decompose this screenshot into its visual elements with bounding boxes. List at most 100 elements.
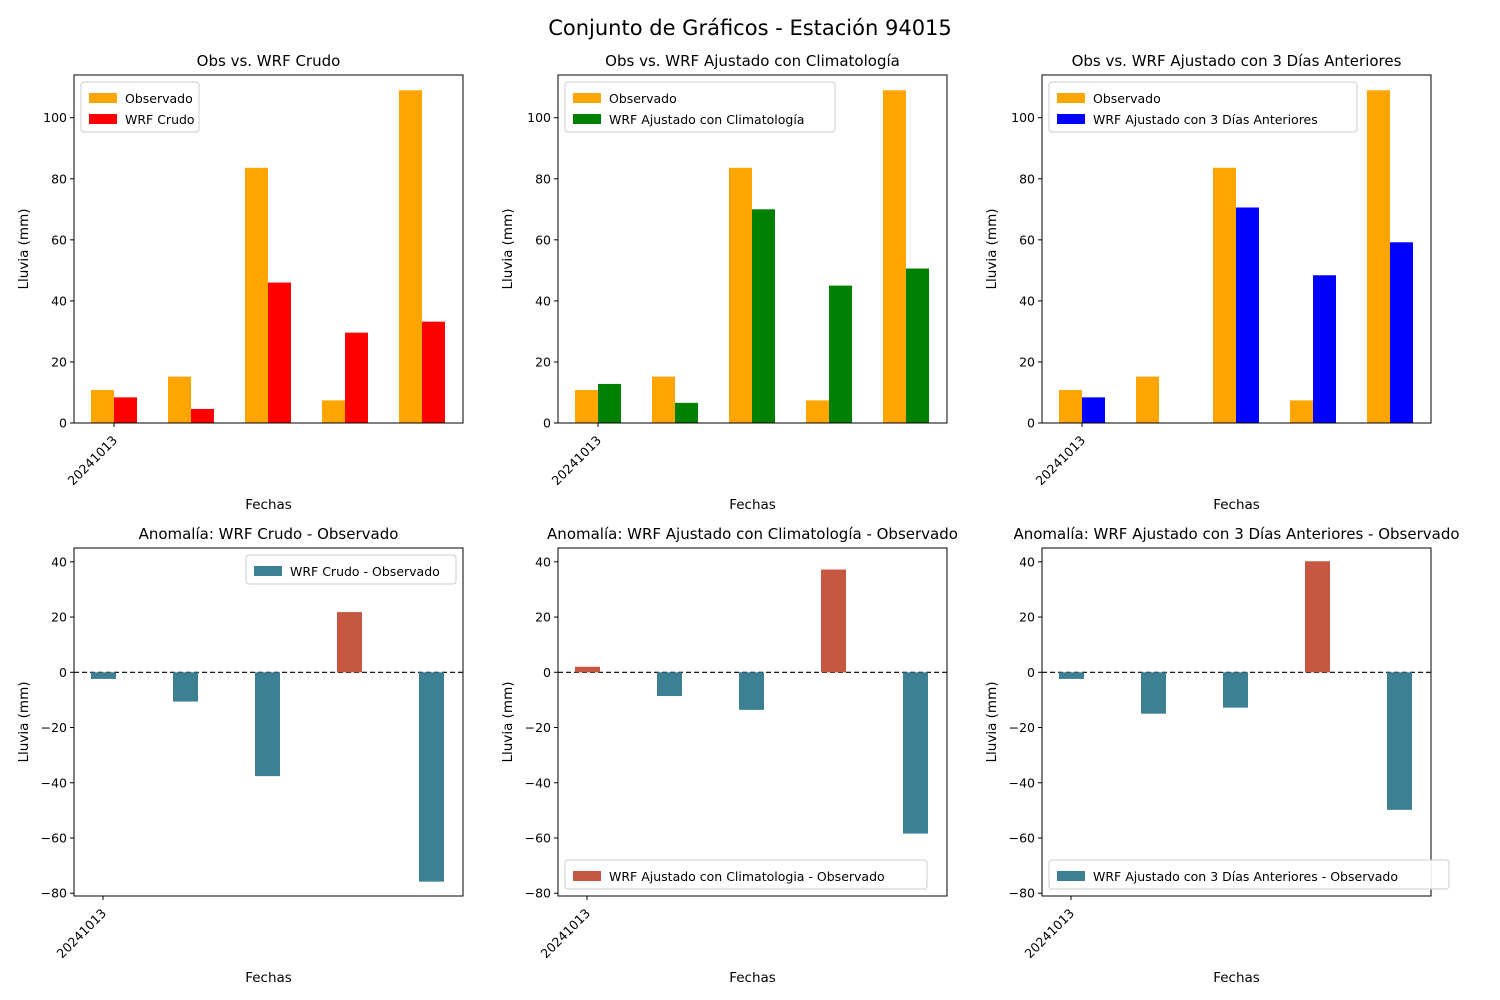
chart-panel-5: Anomalía: WRF Ajustado con Climatología …	[500, 525, 958, 986]
y-tick-label: 0	[543, 416, 551, 431]
bar-series-1-cat-5	[883, 90, 906, 424]
y-tick-label: 60	[1019, 232, 1035, 247]
y-tick-label: −80	[1009, 886, 1035, 901]
bar-series-1-cat-2	[173, 672, 198, 702]
bar-series-2-cat-5	[1390, 242, 1413, 423]
legend-swatch	[573, 871, 601, 881]
bar-series-1-cat-2	[1136, 376, 1159, 423]
y-tick-label: 60	[51, 232, 67, 247]
chart-panel-2: Obs vs. WRF Ajustado con Climatología 0 20…	[500, 52, 948, 513]
chart-panel-6: Anomalía: WRF Ajustado con 3 Días Anteri…	[984, 525, 1460, 986]
y-tick-label: 40	[535, 293, 551, 308]
legend-swatch	[1057, 871, 1085, 881]
bar-series-1-cat-1	[575, 666, 600, 673]
y-tick-label: 80	[535, 171, 551, 186]
x-axis-label: Fechas	[729, 970, 776, 986]
legend-label: Observado	[125, 91, 193, 106]
y-tick-label: −20	[41, 720, 67, 735]
bar-series-1-cat-3	[1223, 672, 1248, 708]
chart-title: Obs vs. WRF Ajustado con Climatología	[605, 52, 900, 70]
x-axis-label: Fechas	[1213, 970, 1260, 986]
y-tick-label: −80	[41, 886, 67, 901]
bar-series-1-cat-1	[91, 390, 114, 423]
legend-box	[564, 859, 928, 890]
bar-series-2-cat-5	[906, 268, 929, 423]
chart-title: Obs vs. WRF Ajustado con 3 Días Anterior…	[1072, 52, 1402, 70]
y-tick-label: 100	[527, 110, 551, 125]
bar-series-1-cat-4	[1290, 400, 1313, 423]
bar-series-2-cat-4	[345, 332, 368, 423]
legend-swatch	[1057, 93, 1085, 103]
y-tick-label: 40	[51, 293, 67, 308]
x-axis-label: Fechas	[245, 497, 292, 513]
x-tick-label: 20241013	[65, 433, 121, 489]
bar-series-1-cat-3	[1213, 167, 1236, 423]
legend-label: WRF Crudo - Observado	[290, 564, 440, 579]
bar-series-2-cat-3	[752, 209, 775, 423]
bar-series-1-cat-1	[1059, 390, 1082, 423]
chart-panel-1: Obs vs. WRF Crudo 0 20 40 60 80 100 20241013 Fec…	[16, 52, 464, 513]
y-tick-label: 20	[51, 354, 67, 369]
chart-title: Anomalía: WRF Ajustado con Climatología …	[547, 525, 958, 543]
y-tick-label: 20	[51, 610, 67, 625]
legend: Observado WRF Crudo	[80, 81, 200, 133]
bar-series-2-cat-3	[1236, 207, 1259, 423]
legend-swatch	[1057, 114, 1085, 124]
plot-frame	[1041, 547, 1432, 897]
legend-label: WRF Ajustado con 3 Días Anteriores	[1093, 112, 1318, 127]
y-tick-label: 20	[1019, 610, 1035, 625]
y-tick-label: 80	[1019, 171, 1035, 186]
bar-series-1-cat-3	[255, 672, 280, 777]
legend-box	[564, 81, 836, 133]
chart-panel-3: Obs vs. WRF Ajustado con 3 Días Anterior…	[984, 52, 1432, 513]
bar-series-2-cat-2	[191, 408, 214, 423]
legend-box	[245, 554, 457, 585]
chart-title: Anomalía: WRF Ajustado con 3 Días Anteri…	[1013, 525, 1459, 543]
bar-series-1-cat-5	[1387, 672, 1412, 810]
bar-series-2-cat-4	[1313, 275, 1336, 423]
x-axis-label: Fechas	[729, 497, 776, 513]
y-tick-label: 60	[535, 232, 551, 247]
legend: WRF Ajustado con Climatologia - Observad…	[564, 859, 928, 890]
y-tick-label: −60	[1009, 831, 1035, 846]
bar-series-2-cat-5	[422, 321, 445, 423]
y-tick-label: 40	[535, 554, 551, 569]
legend: Observado WRF Ajustado con Climatología	[564, 81, 836, 133]
y-axis-label: Lluvia (mm)	[16, 209, 32, 290]
bar-series-2-cat-1	[1082, 397, 1105, 423]
y-tick-label: −40	[525, 775, 551, 790]
y-tick-label: 40	[1019, 293, 1035, 308]
y-tick-label: 0	[59, 665, 67, 680]
y-tick-label: 20	[1019, 354, 1035, 369]
bar-series-2-cat-4	[829, 285, 852, 423]
bar-series-1-cat-3	[245, 167, 268, 423]
bar-series-1-cat-2	[652, 376, 675, 423]
bar-series-1-cat-4	[322, 400, 345, 423]
y-tick-label: −40	[41, 775, 67, 790]
plot-frame	[73, 547, 464, 897]
bar-series-1-cat-1	[575, 390, 598, 423]
y-axis-label: Lluvia (mm)	[16, 682, 32, 763]
x-axis-label: Fechas	[245, 970, 292, 986]
y-axis-label: Lluvia (mm)	[500, 682, 516, 763]
y-tick-label: −80	[525, 886, 551, 901]
y-tick-label: 0	[1027, 665, 1035, 680]
x-tick-label: 20241013	[538, 906, 594, 962]
legend: Observado WRF Ajustado con 3 Días Anterio…	[1048, 81, 1358, 133]
legend-swatch	[89, 93, 117, 103]
legend-label: WRF Ajustado con Climatología	[609, 112, 804, 127]
legend-box	[1048, 81, 1358, 133]
y-tick-label: −40	[1009, 775, 1035, 790]
legend-swatch	[89, 114, 117, 124]
bar-series-1-cat-4	[1305, 561, 1330, 673]
chart-panel-4: Anomalía: WRF Crudo - Observado −80 −60 −40…	[16, 525, 464, 986]
chart-title: Obs vs. WRF Crudo	[197, 52, 341, 70]
bar-series-1-cat-4	[821, 569, 846, 673]
plot-frame	[73, 74, 464, 424]
y-axis-label: Lluvia (mm)	[984, 209, 1000, 290]
y-tick-label: 100	[43, 110, 67, 125]
bar-series-1-cat-4	[337, 612, 362, 673]
bar-series-1-cat-1	[1059, 672, 1084, 679]
bar-series-1-cat-5	[1367, 90, 1390, 424]
